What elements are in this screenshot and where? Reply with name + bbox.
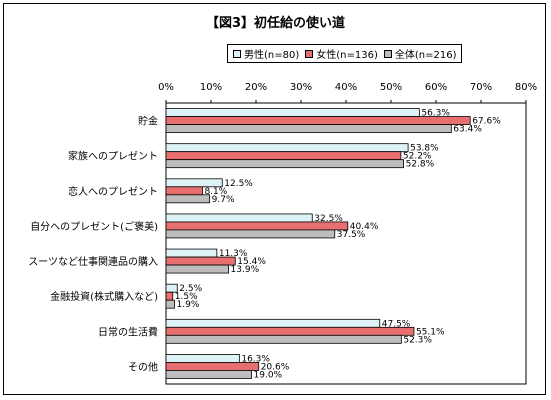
bar xyxy=(165,334,402,344)
legend-swatch-female xyxy=(305,49,314,58)
category-label: 金融投資(株式購入など) xyxy=(50,290,158,303)
bar xyxy=(165,124,452,133)
legend-label-female: 女性(n=136) xyxy=(316,50,378,61)
data-label: 32.5% xyxy=(314,214,343,224)
bar xyxy=(165,194,211,204)
data-label: 12.5% xyxy=(224,179,253,189)
legend-label-male: 男性(n=80) xyxy=(244,50,300,61)
legend-item-total: 全体(n=216) xyxy=(383,46,457,61)
data-label: 67.6% xyxy=(472,117,501,127)
data-label: 37.5% xyxy=(337,230,366,240)
bar xyxy=(165,291,174,301)
category-label: 家族へのプレゼント xyxy=(68,150,158,163)
data-label: 52.3% xyxy=(403,335,432,345)
data-label: 1.5% xyxy=(175,292,198,302)
data-label: 11.3% xyxy=(219,249,248,259)
x-tick-label: 20% xyxy=(245,82,267,93)
data-label: 13.9% xyxy=(231,265,260,275)
data-label: 2.5% xyxy=(179,284,202,294)
bar xyxy=(165,178,223,188)
data-label: 8.1% xyxy=(204,187,227,197)
bar xyxy=(165,159,405,169)
bar xyxy=(165,143,409,153)
legend: 男性(n=80) 女性(n=136) 全体(n=216) xyxy=(227,44,463,63)
category-label: 貯金 xyxy=(138,115,158,128)
legend-item-female: 女性(n=136) xyxy=(305,46,378,61)
chart-title: 【図3】初任給の使い道 xyxy=(205,16,346,31)
legend-swatch-total xyxy=(383,49,392,58)
data-label: 52.2% xyxy=(403,152,432,162)
category-label: 自分へのプレゼント(ご褒美) xyxy=(30,220,158,233)
bar xyxy=(165,221,349,231)
data-label: 52.8% xyxy=(406,160,435,170)
data-label: 9.7% xyxy=(212,195,235,205)
data-label: 56.3% xyxy=(421,109,450,119)
data-label: 19.0% xyxy=(254,370,283,380)
x-tick-label: 0% xyxy=(158,82,174,93)
x-tick-label: 50% xyxy=(380,82,402,93)
bar xyxy=(165,264,229,274)
x-tick-label: 70% xyxy=(470,82,492,93)
x-tick-label: 30% xyxy=(290,82,312,93)
legend-item-male: 男性(n=80) xyxy=(233,46,299,61)
bar xyxy=(165,248,218,258)
bar xyxy=(165,116,471,125)
category-label: その他 xyxy=(128,360,158,373)
category-label: 恋人へのプレゼント xyxy=(68,185,158,198)
bar xyxy=(165,354,240,363)
data-label: 55.1% xyxy=(416,327,445,337)
data-label: 53.8% xyxy=(410,144,439,154)
bar xyxy=(165,299,175,309)
bar xyxy=(165,256,236,266)
data-label: 20.6% xyxy=(261,362,290,372)
data-label: 40.4% xyxy=(350,222,379,232)
bar xyxy=(165,151,402,161)
bar xyxy=(165,108,420,117)
x-tick-label: 80% xyxy=(515,82,537,93)
data-label: 16.3% xyxy=(241,354,270,364)
bar xyxy=(165,213,313,223)
category-label: スーツなど仕事関連品の購入 xyxy=(28,255,158,268)
bar xyxy=(165,362,260,371)
data-label: 1.9% xyxy=(177,300,200,310)
bar xyxy=(165,318,381,328)
legend-label-total: 全体(n=216) xyxy=(394,50,457,61)
bar xyxy=(165,186,203,196)
data-label: 47.5% xyxy=(382,319,411,329)
x-tick-label: 60% xyxy=(425,82,447,93)
x-tick-label: 40% xyxy=(335,82,357,93)
data-label: 63.4% xyxy=(453,125,482,135)
legend-swatch-male xyxy=(233,49,241,58)
bar xyxy=(165,283,178,293)
category-label: 日常の生活費 xyxy=(98,325,158,338)
bar xyxy=(165,370,252,379)
bar xyxy=(165,326,415,336)
data-label: 15.4% xyxy=(237,257,266,267)
x-tick-label: 10% xyxy=(200,82,222,93)
bar xyxy=(165,229,336,239)
